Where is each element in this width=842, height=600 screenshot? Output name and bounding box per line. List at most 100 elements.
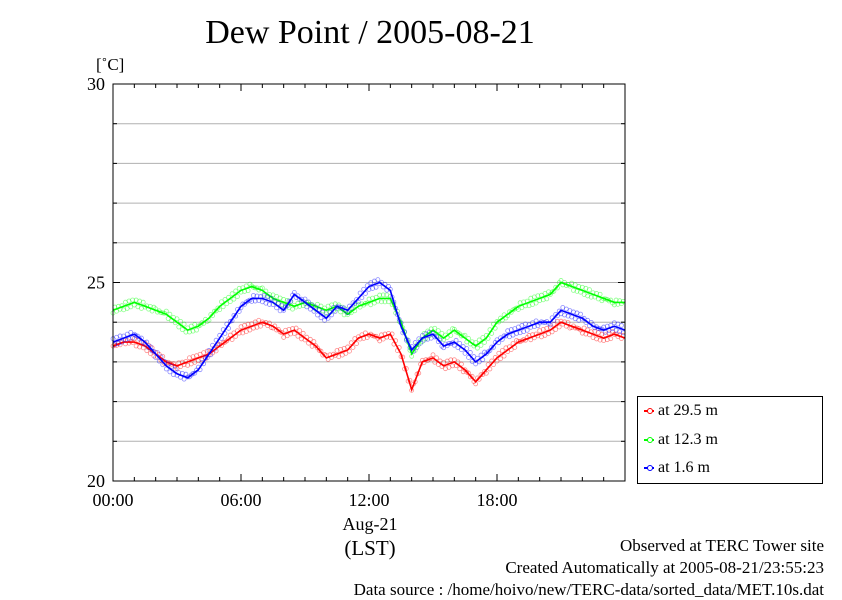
- data-point: [245, 298, 251, 304]
- data-point: [332, 301, 338, 307]
- data-point: [247, 297, 253, 303]
- data-point: [535, 293, 541, 299]
- data-point: [542, 291, 548, 296]
- data-point: [188, 372, 194, 378]
- data-point: [265, 294, 271, 300]
- grid-lines: [113, 123, 625, 442]
- data-point: [194, 327, 199, 333]
- data-point: [318, 315, 324, 321]
- data-point: [299, 336, 304, 342]
- data-point: [380, 292, 386, 298]
- data-point: [467, 350, 473, 355]
- legend-swatch-green: [644, 437, 654, 444]
- data-point: [523, 321, 528, 327]
- data-point: [558, 311, 564, 317]
- data-point: [123, 299, 128, 305]
- data-point: [238, 324, 244, 330]
- data-point: [259, 299, 265, 305]
- data-point: [546, 289, 551, 295]
- data-point: [183, 329, 189, 335]
- data-point: [603, 329, 608, 335]
- data-point: [371, 278, 377, 284]
- data-point: [567, 308, 573, 314]
- data-point: [192, 321, 198, 327]
- data-point: [595, 330, 601, 336]
- data-point: [482, 369, 487, 374]
- data-point: [451, 326, 457, 332]
- series-line: [112, 321, 626, 393]
- data-point: [291, 331, 297, 336]
- data-point: [174, 316, 180, 322]
- data-point: [240, 330, 246, 336]
- data-point: [176, 324, 182, 330]
- data-point: [425, 336, 431, 342]
- data-point: [192, 359, 198, 365]
- data-point: [249, 299, 255, 304]
- data-point: [384, 292, 390, 298]
- data-point: [579, 330, 585, 336]
- data-point: [533, 300, 539, 306]
- data-point: [195, 358, 201, 364]
- data-point: [290, 306, 295, 312]
- data-point: [572, 316, 578, 322]
- data-point: [197, 322, 203, 328]
- legend-label: at 1.6 m: [658, 459, 710, 476]
- legend-swatch-red: [644, 408, 654, 415]
- data-point: [464, 369, 470, 375]
- data-point: [432, 325, 438, 331]
- data-point: [617, 329, 623, 335]
- data-point: [611, 320, 617, 326]
- data-point: [551, 321, 557, 327]
- data-point: [608, 336, 614, 342]
- data-point: [430, 352, 436, 358]
- data-point: [247, 327, 253, 333]
- data-point: [201, 350, 207, 355]
- data-point: [480, 335, 486, 340]
- data-point: [233, 288, 239, 294]
- data-point: [544, 325, 550, 331]
- data-point: [565, 313, 571, 319]
- data-point: [423, 331, 429, 337]
- data-point: [368, 280, 374, 286]
- data-point: [235, 294, 240, 299]
- data-point: [204, 348, 210, 354]
- data-point: [379, 299, 384, 305]
- data-point: [521, 329, 527, 335]
- data-point: [295, 333, 301, 339]
- data-point: [165, 361, 171, 367]
- data-point: [281, 297, 287, 302]
- data-point: [569, 280, 575, 286]
- data-point: [505, 328, 511, 334]
- data-point: [412, 340, 418, 345]
- data-point: [432, 359, 438, 365]
- data-point: [563, 306, 569, 312]
- data-point: [540, 327, 546, 332]
- data-point: [172, 366, 178, 372]
- data-point: [243, 299, 249, 305]
- data-point: [224, 338, 230, 344]
- data-point: [503, 345, 509, 351]
- data-point: [613, 327, 619, 333]
- data-point: [203, 356, 208, 362]
- data-point: [560, 305, 566, 310]
- data-point: [619, 323, 624, 328]
- data-point: [331, 308, 336, 314]
- series-at-1-6-m: [110, 277, 626, 382]
- data-point: [277, 295, 283, 301]
- data-point: [539, 334, 544, 340]
- data-point: [375, 277, 381, 283]
- data-point: [142, 340, 148, 346]
- data-point: [597, 337, 603, 343]
- data-point: [441, 360, 447, 365]
- data-point: [135, 304, 141, 310]
- data-point: [197, 351, 203, 357]
- data-point: [169, 363, 175, 369]
- legend-item-1-6m: at 1.6 m: [644, 459, 710, 477]
- data-point: [300, 330, 306, 336]
- data-point: [334, 348, 340, 353]
- chart-title: Dew Point / 2005-08-21: [205, 14, 535, 51]
- data-point: [199, 357, 205, 363]
- data-point: [119, 339, 125, 345]
- data-point: [181, 321, 187, 327]
- data-point: [439, 330, 445, 336]
